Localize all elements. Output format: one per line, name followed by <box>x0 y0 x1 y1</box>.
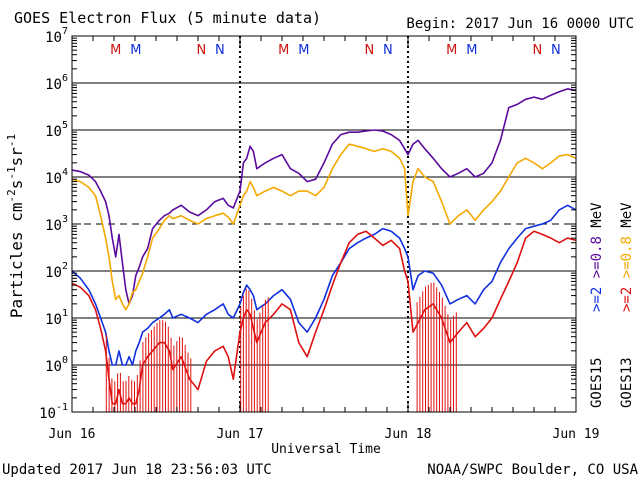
legend-goes13-label: GOES13 <box>619 357 635 408</box>
orbit-marker-n-7: N <box>383 43 393 58</box>
series-line-1 <box>71 143 577 311</box>
chart-title: GOES Electron Flux (5 minute data) <box>14 9 321 27</box>
series-layer <box>71 88 577 412</box>
orbit-marker-n-3: N <box>215 43 225 58</box>
y-axis: 10-1 100 101 102 103 104 105 106 107 <box>39 26 576 422</box>
credit-label: NOAA/SWPC Boulder, CO USA <box>427 462 638 478</box>
legend-goes15-entries: >=2 >=0.8 MeV <box>589 202 605 312</box>
begin-date: Begin: 2017 Jun 16 0000 UTC <box>406 16 634 32</box>
orbit-marker-m-0: M <box>110 43 121 58</box>
orbit-marker-n-10: N <box>532 43 542 58</box>
series-line-2 <box>71 204 577 366</box>
x-tick-label-1: Jun 17 <box>217 427 264 442</box>
x-axis: Jun 16 Jun 17 Jun 18 Jun 19 <box>49 36 600 442</box>
y-tick-label-4: 103 <box>45 214 68 234</box>
orbit-marker-n-11: N <box>551 43 561 58</box>
y-tick-label-2: 101 <box>45 308 68 328</box>
orbit-marker-m-5: M <box>298 43 309 58</box>
legend-goes15-entries-entry-1: >=0.8 <box>589 236 605 287</box>
x-axis-label: Universal Time <box>271 442 381 457</box>
y-tick-label-5: 104 <box>45 167 68 187</box>
series-3 <box>71 230 577 412</box>
legend-goes15-entries-entry-2: MeV <box>589 202 605 236</box>
legend-goes13-entries: >=2 >=0.8 MeV <box>619 202 635 312</box>
orbit-marker-m-1: M <box>130 43 141 58</box>
series-0 <box>71 88 577 305</box>
y-tick-label-8: 107 <box>45 26 68 46</box>
series-1 <box>71 143 577 311</box>
orbit-marker-n-6: N <box>364 43 374 58</box>
x-tick-label-2: Jun 18 <box>385 427 432 442</box>
legend-goes15-entries-entry-0: >=2 <box>589 287 605 312</box>
updated-timestamp: Updated 2017 Jun 18 23:56:03 UTC <box>2 462 272 478</box>
x-tick-label-0: Jun 16 <box>49 427 96 442</box>
legend-goes13-entries-entry-0: >=2 <box>619 287 635 312</box>
y-tick-label-1: 100 <box>45 355 68 375</box>
y-tick-label-7: 106 <box>45 73 68 93</box>
x-tick-label-3: Jun 19 <box>553 427 600 442</box>
series-2 <box>71 204 577 366</box>
orbit-marker-n-2: N <box>196 43 206 58</box>
legend-goes13-entries-entry-2: MeV <box>619 202 635 236</box>
y-tick-label-6: 105 <box>45 120 68 140</box>
orbit-marker-m-9: M <box>466 43 477 58</box>
legend-goes13-entries-entry-1: >=0.8 <box>619 236 635 287</box>
orbit-marker-m-4: M <box>278 43 289 58</box>
series-line-0 <box>71 88 577 305</box>
y-tick-label-0: 10-1 <box>39 402 68 422</box>
legend-goes15-label: GOES15 <box>589 357 605 408</box>
orbit-marker-m-8: M <box>446 43 457 58</box>
y-tick-label-3: 102 <box>45 261 68 281</box>
y-axis-label: Particles cm-2s-1sr-1 <box>5 134 26 318</box>
